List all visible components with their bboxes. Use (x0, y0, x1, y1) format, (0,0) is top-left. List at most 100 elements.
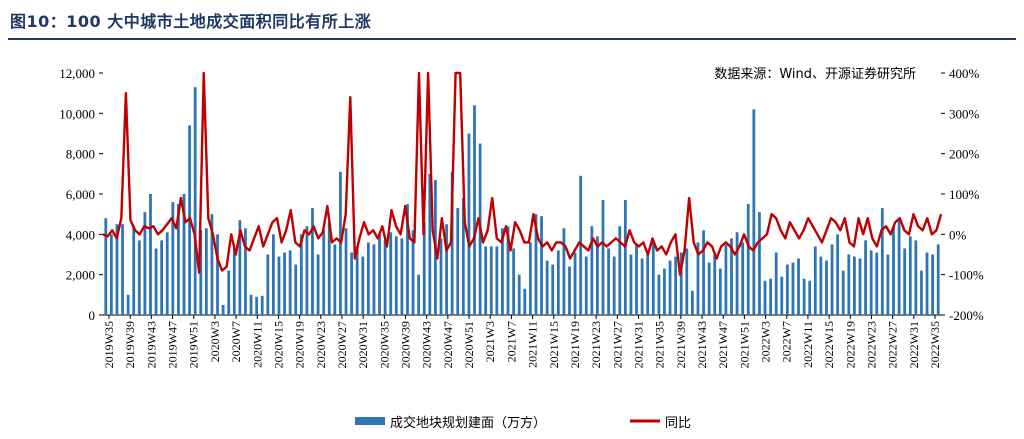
bar (283, 252, 286, 315)
bar (668, 260, 672, 315)
x-tick-label: 2021W51 (737, 321, 751, 368)
bar (333, 244, 337, 315)
bar (702, 230, 705, 315)
bar (791, 262, 795, 315)
bar (177, 204, 180, 315)
bar (646, 252, 650, 315)
title-underline (8, 38, 1016, 40)
bar (294, 264, 298, 315)
bar (562, 228, 566, 315)
bar (366, 242, 370, 315)
bar (713, 254, 717, 315)
x-tick-label: 2019W51 (187, 321, 201, 368)
x-tick-label: 2022W23 (865, 321, 879, 368)
right-tick-label: 400% (949, 66, 980, 81)
bar (607, 248, 610, 315)
bar (657, 274, 661, 315)
x-tick-label: 2021W27 (610, 321, 624, 368)
bar (450, 171, 454, 315)
bar (143, 212, 147, 315)
left-tick-label: 0 (89, 308, 96, 323)
bar (936, 244, 940, 315)
bar (501, 228, 504, 315)
x-tick-label: 2021W3 (483, 321, 497, 362)
right-tick-label: 200% (949, 147, 980, 162)
bar (545, 260, 549, 315)
bar (568, 266, 571, 315)
bar (718, 268, 722, 315)
bar (931, 254, 935, 315)
bar (126, 294, 130, 315)
bar (584, 256, 588, 315)
bar (746, 204, 750, 315)
bar (327, 222, 331, 315)
x-tick-label: 2020W15 (271, 321, 285, 368)
bar (299, 234, 303, 315)
source-note: 数据来源：Wind、开源证券研究所 (714, 66, 916, 82)
bar (389, 232, 393, 315)
bar (847, 254, 851, 315)
bar (456, 208, 460, 315)
bar (149, 194, 152, 315)
bar (841, 270, 845, 315)
bar (769, 278, 772, 315)
bar (473, 105, 476, 316)
bar (825, 260, 828, 315)
right-tick-label: 300% (949, 106, 980, 121)
x-tick-label: 2021W47 (716, 321, 730, 368)
bar (339, 171, 342, 315)
x-tick-label: 2022W7 (780, 321, 794, 362)
bar (244, 228, 247, 315)
x-tick-label: 2021W19 (568, 321, 582, 368)
bar (344, 228, 348, 315)
bar (288, 250, 292, 315)
left-tick-label: 10,000 (59, 106, 95, 121)
bar (797, 258, 800, 315)
left-tick-label: 2,000 (66, 268, 95, 283)
bar (171, 202, 175, 315)
bar (489, 246, 493, 315)
bar (372, 244, 376, 315)
bar (361, 256, 365, 315)
bar (517, 274, 521, 315)
bar (238, 220, 242, 315)
x-tick-label: 2021W7 (504, 321, 518, 362)
legend: 成交地块规划建面（万方） 同比 (355, 415, 691, 431)
x-tick-label: 2020W51 (462, 321, 476, 368)
bar (411, 230, 415, 315)
bar (869, 250, 873, 315)
x-tick-label: 2021W11 (526, 321, 540, 368)
tick-labels: 0 2,000 4,000 6,000 8,000 10,000 12,000 -200% -1… (59, 66, 984, 368)
x-tick-label: 2022W3 (759, 321, 773, 362)
bar (104, 218, 108, 315)
bar (316, 254, 320, 315)
x-tick-label: 2021W23 (589, 321, 603, 368)
bar (210, 214, 214, 315)
x-tick-label: 2019W43 (144, 321, 158, 368)
bar (551, 264, 555, 315)
bar (808, 280, 812, 315)
right-tick-label: -100% (949, 268, 984, 283)
left-tick-label: 8,000 (66, 147, 95, 162)
bar (439, 238, 443, 315)
bar (255, 296, 259, 315)
bar (556, 250, 560, 315)
bar (109, 234, 113, 315)
x-tick-label: 2020W11 (250, 321, 264, 368)
x-tick-label: 2020W23 (314, 321, 328, 368)
bar (903, 248, 907, 315)
bar (925, 252, 929, 315)
bar (160, 240, 164, 315)
bar (512, 248, 516, 315)
bar (137, 240, 141, 315)
x-tick-label: 2019W35 (102, 321, 116, 368)
bar (311, 208, 314, 315)
x-tick-label: 2020W31 (356, 321, 370, 368)
x-tick-label: 2019W39 (123, 321, 137, 368)
bar (484, 246, 488, 315)
x-tick-label: 2021W39 (674, 321, 688, 368)
bar (249, 294, 253, 315)
legend-bar-label: 成交地块规划建面（万方） (390, 415, 546, 431)
bar (623, 200, 627, 315)
